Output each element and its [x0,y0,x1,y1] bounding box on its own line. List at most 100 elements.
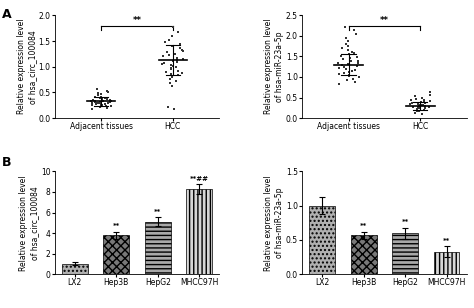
Point [173,79,180,83]
Point [345,72,352,77]
Point [344,78,351,83]
Point [426,90,434,95]
Point [165,37,173,42]
Point [101,95,109,100]
Point [93,86,101,91]
Point [108,103,115,108]
Point [95,101,102,106]
Point [176,42,184,47]
Point [419,103,427,107]
Point [97,103,105,108]
Point [342,42,350,47]
Point [345,70,352,75]
Bar [103,235,129,274]
Point [88,106,96,111]
Text: B: B [2,156,12,168]
Point [168,34,176,38]
Point [408,101,415,106]
Point [407,97,414,102]
Point [339,57,346,62]
Point [420,107,428,112]
Point [418,111,426,116]
Point [91,95,99,99]
Point [160,61,168,66]
Point [415,102,422,107]
Point [419,95,426,100]
Point [178,71,185,75]
Point [336,71,343,76]
Point [97,92,104,97]
Point [336,82,343,87]
Point [107,99,114,104]
Point [345,44,352,49]
Point [346,73,353,78]
Point [354,63,361,68]
Point [99,98,106,103]
Bar [186,189,212,274]
Point [176,46,184,51]
Point [98,97,105,102]
Point [159,54,167,59]
Point [174,29,182,34]
Point [425,104,433,109]
Point [416,106,423,111]
Point [158,62,166,67]
Point [421,100,428,105]
Point [95,93,102,98]
Point [96,104,104,109]
Text: **: ** [380,16,389,25]
Point [166,81,173,86]
Point [335,60,342,65]
Point [87,99,95,103]
Point [348,69,356,74]
Point [92,102,100,107]
Text: **: ** [401,219,409,225]
Point [97,101,105,106]
Point [94,91,102,96]
Point [340,64,348,69]
Point [179,49,187,54]
Bar [145,222,171,274]
Point [102,104,109,109]
Point [351,27,358,32]
Point [349,76,357,81]
Point [104,101,111,106]
Point [164,104,172,109]
Text: **##: **## [190,176,209,181]
Point [103,96,110,101]
Point [162,69,170,74]
Point [103,88,111,93]
Point [415,103,422,108]
Text: **: ** [443,238,450,244]
Point [342,35,349,40]
Point [167,66,175,71]
Point [338,46,346,51]
Point [354,61,362,66]
Point [98,103,106,108]
Point [88,100,96,105]
Point [107,98,115,103]
Point [413,108,421,113]
Point [161,40,169,45]
Text: **: ** [133,16,141,25]
Point [340,71,347,75]
Point [411,110,419,115]
Point [344,62,351,67]
Point [101,101,109,106]
Point [346,56,354,61]
Point [167,63,175,68]
Point [355,75,363,79]
Point [105,90,112,95]
Bar [351,235,376,274]
Point [352,31,360,36]
Bar [62,264,88,274]
Point [421,105,429,110]
Point [351,67,359,72]
Point [414,107,421,111]
Text: A: A [2,8,12,21]
Point [411,94,419,99]
Point [165,53,173,58]
Point [427,92,434,97]
Point [106,98,114,103]
Point [415,105,422,110]
